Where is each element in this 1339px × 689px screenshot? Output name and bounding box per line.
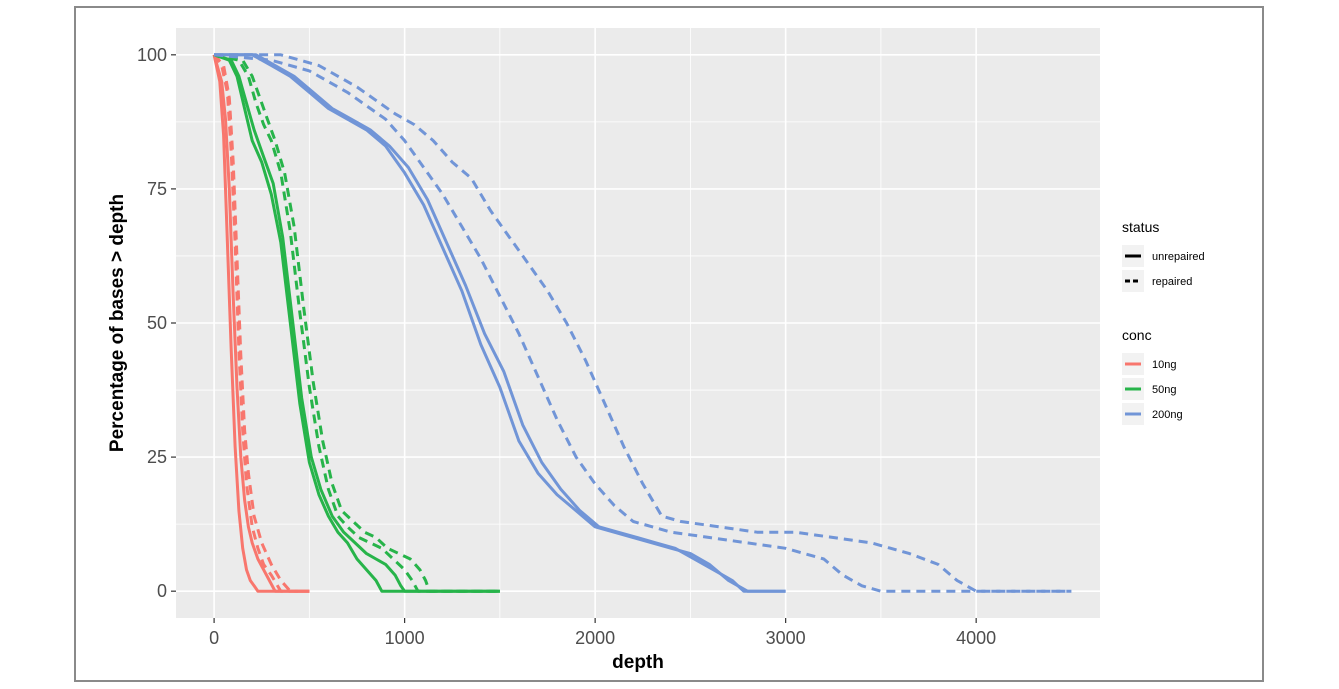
legend-label-200ng: 200ng	[1152, 409, 1183, 421]
y-tick-label: 75	[147, 179, 167, 199]
y-axis-title: Percentage of bases > depth	[107, 194, 128, 452]
y-tick-labels: 0 25 50 75 100	[137, 45, 167, 601]
legend: status unrepaired repaired conc 10ng 50ng 2…	[1122, 219, 1205, 425]
series-line-10ng-repaired	[212, 53, 310, 593]
legend-conc-entries: 10ng 50ng 200ng	[1122, 353, 1183, 425]
series-line-10ng-unrepaired	[212, 54, 310, 593]
y-tick-label: 100	[137, 45, 167, 65]
y-tick-label: 25	[147, 447, 167, 467]
x-tick-label: 3000	[766, 628, 806, 648]
series-line-50ng-unrepaired	[213, 53, 500, 593]
legend-status-title: status	[1122, 219, 1159, 235]
figure-frame: 0 1000 2000 3000 4000 0 25 50 75 100 depth Perce…	[74, 6, 1264, 682]
y-tick-label: 0	[157, 581, 167, 601]
grid-major	[176, 28, 1100, 618]
x-tick-label: 2000	[575, 628, 615, 648]
series-line-200ng-unrepaired	[214, 53, 786, 593]
series-line-10ng-unrepaired	[212, 54, 310, 593]
series-line-10ng-repaired	[212, 53, 310, 593]
legend-label-50ng: 50ng	[1152, 384, 1176, 396]
legend-conc-title: conc	[1122, 327, 1152, 343]
legend-label-unrepaired: unrepaired	[1152, 251, 1205, 263]
x-tick-label: 1000	[385, 628, 425, 648]
series-line-50ng-repaired	[213, 53, 500, 593]
legend-label-10ng: 10ng	[1152, 359, 1176, 371]
series-line-50ng-unrepaired	[213, 53, 500, 593]
x-tick-labels: 0 1000 2000 3000 4000	[209, 628, 996, 648]
x-tick-label: 0	[209, 628, 219, 648]
axis-ticks	[171, 54, 977, 623]
chart: 0 1000 2000 3000 4000 0 25 50 75 100 depth Perce…	[107, 28, 1205, 673]
series-line-200ng-repaired	[214, 53, 1072, 593]
x-tick-label: 4000	[956, 628, 996, 648]
legend-label-repaired: repaired	[1152, 276, 1192, 288]
x-axis-title: depth	[612, 652, 664, 673]
series-line-200ng-repaired	[213, 53, 1072, 593]
legend-status-entries: unrepaired repaired	[1122, 245, 1205, 292]
series-line-200ng-unrepaired	[214, 53, 786, 593]
y-tick-label: 50	[147, 313, 167, 333]
series-layer	[212, 53, 1072, 593]
